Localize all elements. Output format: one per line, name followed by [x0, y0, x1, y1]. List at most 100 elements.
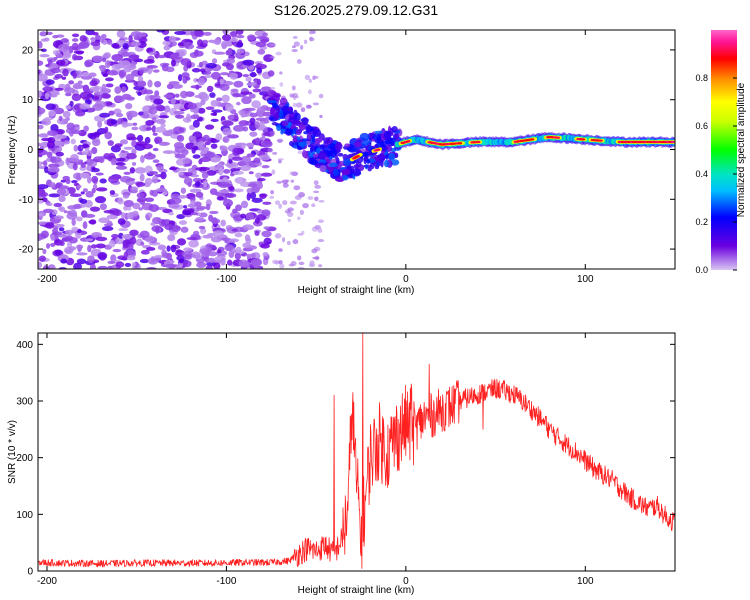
heat-cell: [213, 51, 226, 55]
heat-cell: [241, 96, 252, 105]
heat-cell: [317, 239, 325, 243]
heat-cell: [289, 200, 297, 205]
heat-cell: [107, 260, 116, 265]
heat-cell: [38, 73, 48, 82]
heat-cell: [276, 124, 282, 132]
heat-cell: [40, 137, 53, 142]
heat-cell: [78, 41, 90, 49]
heat-cell: [123, 251, 129, 259]
heat-cell: [90, 41, 101, 47]
heat-cell: [199, 227, 207, 235]
heat-cell: [79, 172, 90, 179]
heat-cell: [46, 202, 53, 207]
heat-cell: [260, 243, 270, 249]
heat-cell: [249, 191, 257, 200]
heat-cell: [317, 227, 323, 234]
heat-cell: [205, 106, 215, 110]
heat-cell: [71, 226, 79, 232]
heat-cell: [114, 143, 123, 148]
heat-cell: [256, 67, 263, 74]
heat-cell: [54, 74, 64, 79]
heat-cell: [210, 112, 217, 116]
heat-cell: [297, 146, 303, 151]
y-tick-label: 0: [27, 145, 33, 156]
heat-cell: [235, 30, 244, 35]
heat-cell: [315, 138, 323, 144]
heat-cell: [236, 101, 241, 106]
heat-cell: [65, 105, 72, 110]
heat-cell: [352, 168, 362, 177]
heat-cell: [48, 163, 60, 169]
heat-cell: [46, 140, 55, 149]
heat-cell: [233, 112, 239, 120]
heat-cell: [210, 218, 221, 224]
heat-cell: [228, 238, 240, 243]
heat-cell: [38, 40, 43, 49]
x-tick-label: 0: [403, 576, 409, 587]
heat-cell: [234, 232, 243, 238]
heat-cell: [92, 55, 103, 63]
heat-cell: [226, 134, 239, 139]
heat-cell: [49, 182, 56, 189]
heat-cell: [190, 31, 195, 36]
heat-cell: [231, 247, 237, 254]
heat-cell: [169, 55, 181, 60]
colorbar: 0.0 0.2 0.4 0.6 0.8 Normalized spectral ampl…: [695, 30, 747, 275]
heat-cell: [308, 78, 312, 83]
heat-cell: [87, 132, 94, 139]
heat-cell: [102, 57, 107, 63]
heat-cell: [124, 262, 132, 268]
heat-cell: [89, 80, 98, 87]
heat-cell: [241, 142, 246, 150]
heat-cell: [151, 95, 161, 100]
heat-cell: [155, 187, 168, 193]
heat-cell: [125, 103, 133, 110]
heat-cell: [79, 35, 87, 42]
heat-cell: [166, 245, 171, 252]
heat-cell: [156, 30, 166, 33]
heat-cell: [144, 136, 151, 144]
heat-cell: [209, 92, 216, 98]
heat-cell: [76, 252, 88, 256]
heat-cell: [71, 42, 79, 51]
heat-cell: [89, 263, 96, 269]
heat-cell: [125, 73, 135, 82]
heat-cell: [255, 172, 263, 179]
colorbar-ticks: 0.0 0.2 0.4 0.6 0.8: [695, 73, 737, 275]
heat-cell: [47, 130, 58, 136]
heat-cell: [99, 65, 106, 72]
heat-cell: [245, 213, 255, 220]
heat-cell: [132, 122, 138, 126]
heat-cell: [225, 63, 234, 71]
heat-cell: [173, 110, 185, 115]
heat-cell: [88, 220, 97, 225]
heat-cell: [139, 124, 149, 132]
heat-cell: [100, 92, 109, 99]
heat-cell: [232, 92, 241, 98]
heat-cell: [210, 99, 219, 107]
heat-cell: [94, 196, 107, 204]
heat-cell: [238, 259, 249, 268]
heat-cell: [131, 161, 137, 166]
heat-cell: [220, 219, 227, 227]
heat-cell: [71, 38, 79, 42]
heat-cell: [160, 123, 166, 128]
heat-cell: [91, 166, 96, 171]
heat-cell: [179, 220, 187, 225]
heat-cell: [68, 157, 80, 162]
heat-cell: [211, 109, 223, 113]
heat-cell: [62, 175, 70, 181]
heat-cell: [197, 107, 206, 114]
heat-cell: [242, 126, 249, 132]
heat-cell: [183, 247, 193, 252]
heat-cell: [156, 105, 166, 112]
heat-cell: [303, 39, 308, 45]
heat-cell: [43, 160, 48, 167]
heat-cell: [226, 259, 233, 266]
x-tick-label: -200: [37, 274, 57, 285]
heat-cell: [228, 185, 235, 191]
heat-cell: [282, 200, 288, 206]
heat-cell: [82, 188, 88, 193]
heat-cell: [246, 81, 257, 87]
heat-cell: [115, 157, 126, 162]
